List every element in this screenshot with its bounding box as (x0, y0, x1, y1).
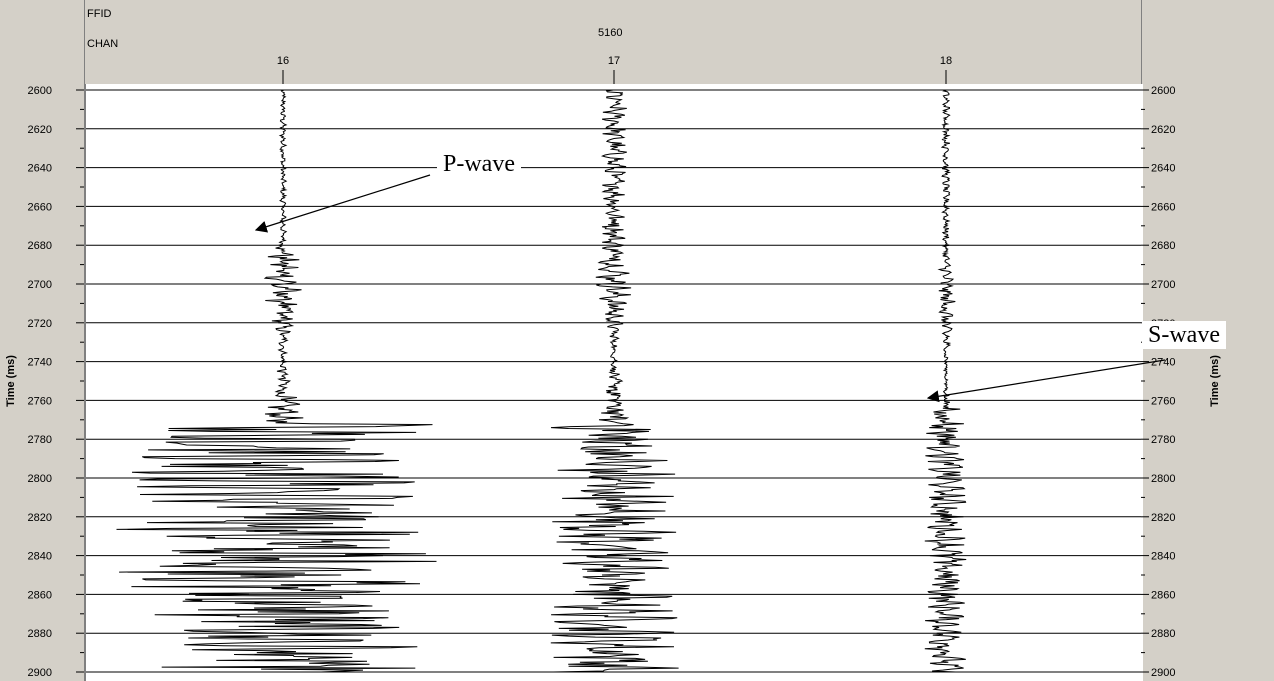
y-tick-label-left: 2680 (28, 240, 52, 252)
y-tick-label-left: 2780 (28, 434, 52, 446)
y-tick-label-right: 2660 (1151, 201, 1175, 213)
y-tick-label-left: 2860 (28, 589, 52, 601)
s-wave-annotation: S-wave (1142, 321, 1226, 349)
ffid-value: 5160 (598, 27, 623, 39)
y-tick-label-right: 2640 (1151, 163, 1175, 175)
y-tick-label-left: 2800 (28, 473, 52, 485)
y-tick-label-right: 2600 (1151, 85, 1175, 97)
y-tick-label-right: 2860 (1151, 589, 1175, 601)
channel-label: 17 (608, 55, 620, 67)
seismic-trace-16 (116, 89, 437, 673)
header-divider-right (1141, 0, 1142, 84)
y-tick-label-right: 2620 (1151, 124, 1175, 136)
channel-label: 16 (277, 55, 289, 67)
y-tick-label-left: 2700 (28, 279, 52, 291)
y-tick-label-left: 2840 (28, 551, 52, 563)
right-axis-panel (1141, 84, 1274, 681)
p-wave-arrow (254, 174, 431, 233)
ffid-label: FFID (87, 8, 112, 20)
y-tick-label-right: 2820 (1151, 512, 1175, 524)
y-tick-label-right: 2760 (1151, 395, 1175, 407)
y-tick-label-left: 2820 (28, 512, 52, 524)
y-tick-label-right: 2900 (1151, 667, 1175, 679)
y-axis-title-left: Time (ms) (5, 355, 17, 407)
y-tick-label-right: 2800 (1151, 473, 1175, 485)
header-divider-left (84, 0, 85, 84)
y-tick-label-left: 2620 (28, 124, 52, 136)
left-axis-panel (0, 84, 84, 681)
y-tick-label-right: 2700 (1151, 279, 1175, 291)
s-wave-arrow (926, 359, 1166, 403)
y-tick-label-left: 2600 (28, 85, 52, 97)
y-tick-label-left: 2740 (28, 357, 52, 369)
y-tick-label-left: 2760 (28, 395, 52, 407)
y-tick-label-right: 2680 (1151, 240, 1175, 252)
y-tick-label-left: 2880 (28, 628, 52, 640)
y-tick-label-left: 2720 (28, 318, 52, 330)
seismic-trace-17 (550, 89, 679, 673)
y-tick-label-left: 2640 (28, 163, 52, 175)
chan-label: CHAN (87, 38, 119, 50)
y-tick-label-left: 2900 (28, 667, 52, 679)
y-tick-label-left: 2660 (28, 201, 52, 213)
trace-header-panel (0, 0, 1274, 84)
p-wave-annotation: P-wave (437, 150, 521, 178)
y-tick-label-right: 2840 (1151, 551, 1175, 563)
y-axis-title-right: Time (ms) (1209, 355, 1221, 407)
y-tick-label-right: 2780 (1151, 434, 1175, 446)
y-tick-label-right: 2740 (1151, 357, 1175, 369)
seismic-trace-18 (924, 89, 967, 673)
y-tick-label-right: 2880 (1151, 628, 1175, 640)
channel-label: 18 (940, 55, 952, 67)
